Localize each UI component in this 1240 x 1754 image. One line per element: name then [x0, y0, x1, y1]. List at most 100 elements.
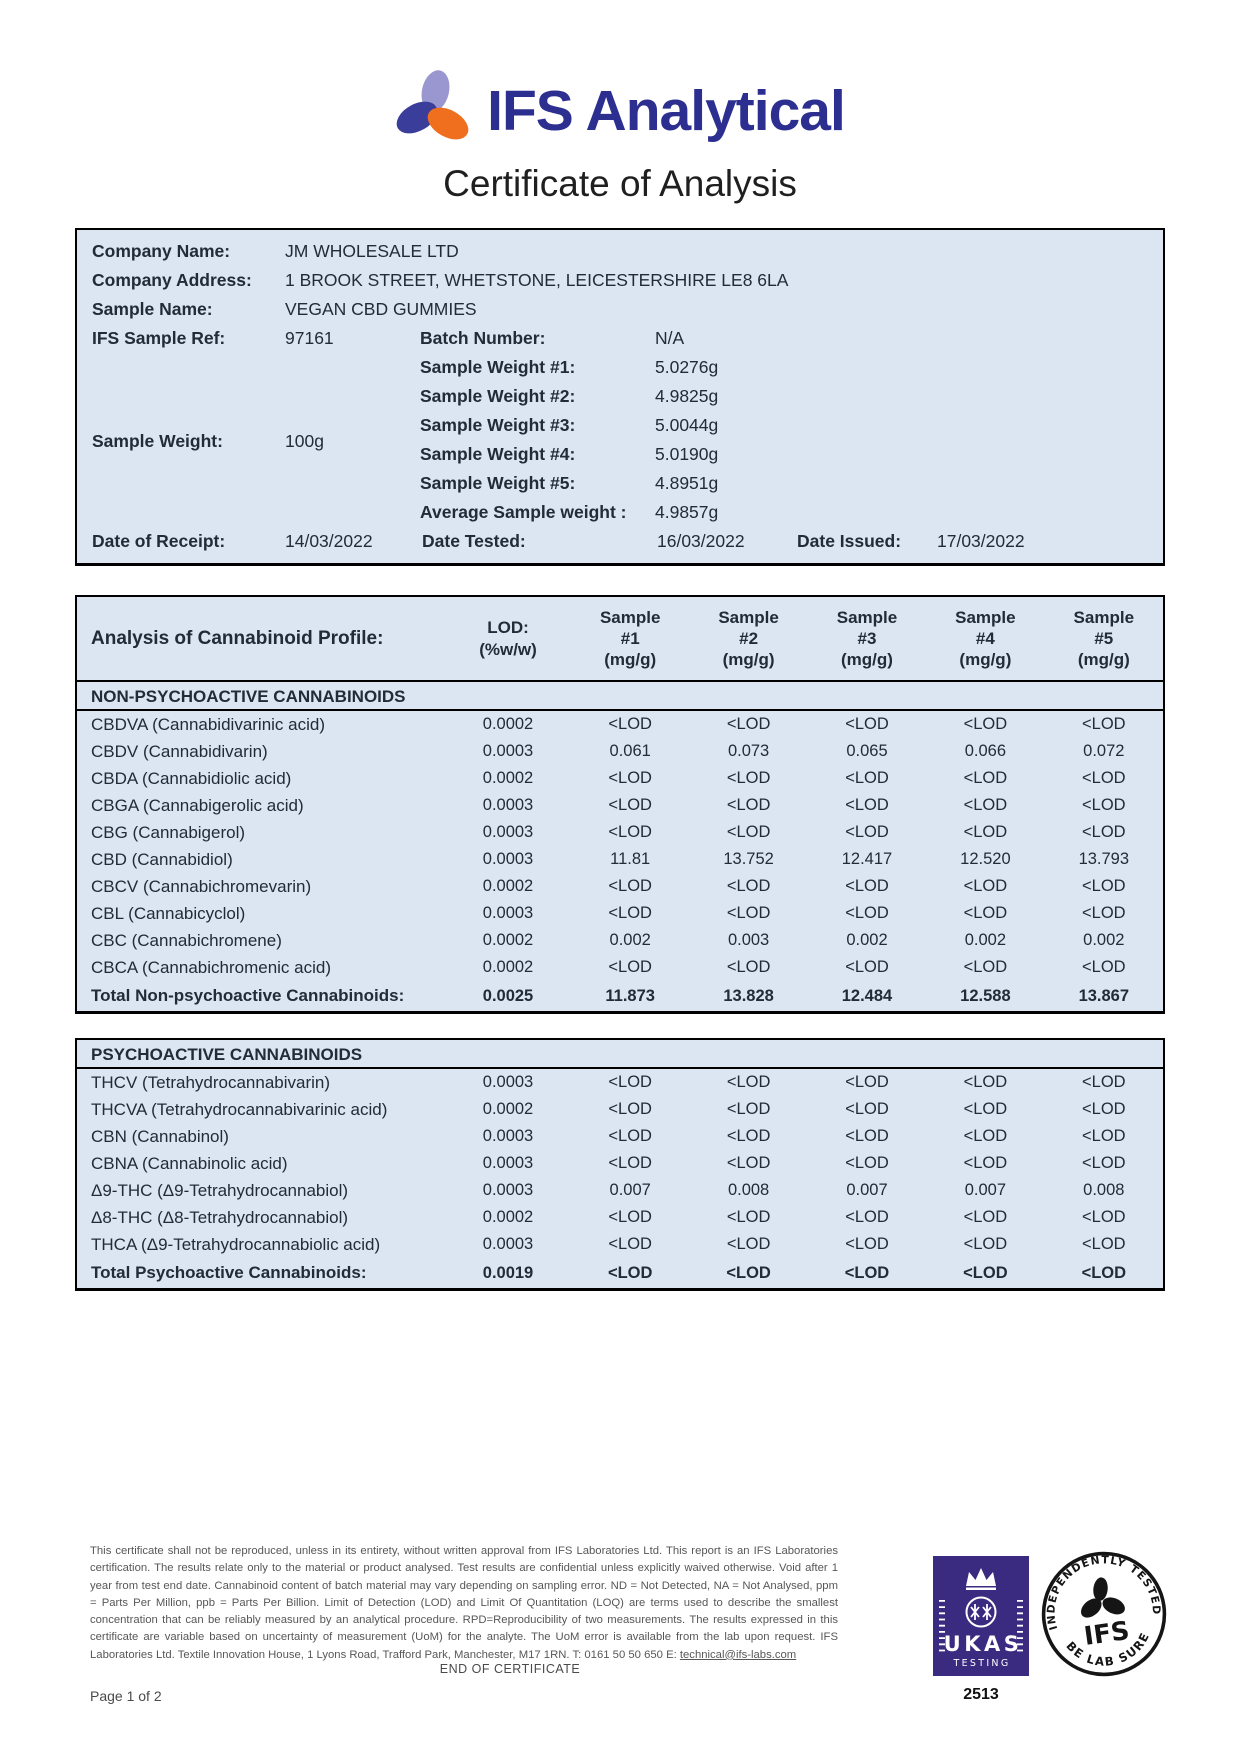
table-cell: <LOD	[608, 958, 652, 976]
table-cell: <LOD	[844, 1263, 890, 1282]
table-cell: <LOD	[963, 1154, 1008, 1172]
company-name-label: Company Name:	[92, 241, 231, 261]
table-cell: <LOD	[963, 904, 1008, 922]
info-row: Sample Weight #4: 5.0190g	[420, 440, 1163, 469]
table-cell: <LOD	[726, 1073, 771, 1091]
table-cell: 0.061	[609, 742, 651, 760]
table-cell: <LOD	[1082, 877, 1126, 895]
table-cell: 0.0003	[482, 850, 534, 868]
table-cell: 0.007	[964, 1181, 1007, 1199]
sample5-column-header: Sample #5 (mg/g)	[1073, 607, 1135, 670]
table-cell: <LOD	[1082, 823, 1126, 841]
table-cell: <LOD	[845, 1208, 889, 1226]
table-cell: <LOD	[726, 1208, 771, 1226]
table-cell: 0.003	[727, 931, 770, 949]
table-cell: <LOD	[963, 1235, 1008, 1253]
table-cell: 0.0003	[482, 1181, 534, 1199]
average-sample-weight-value: 4.9857g	[655, 502, 719, 522]
table-cell: 0.0002	[482, 1208, 534, 1226]
table-cell: CBN (Cannabinol)	[91, 1126, 229, 1146]
table-cell: CBNA (Cannabinolic acid)	[91, 1153, 288, 1173]
table-cell: <LOD	[963, 823, 1008, 841]
table-cell: <LOD	[726, 769, 771, 787]
table-cell: CBG (Cannabigerol)	[91, 822, 246, 842]
ifs-stamp-icon: INDEPENDENTLY TESTED BE LAB SURE IFS	[1037, 1546, 1167, 1677]
table-cell: <LOD	[963, 796, 1008, 814]
batch-number-label: Batch Number:	[420, 328, 546, 348]
table-row: CBDVA (Cannabidivarinic acid) 0.0002 <LOD <…	[77, 711, 1163, 738]
ifs-logo-icon	[391, 67, 474, 152]
brand-name: IFS Analytical	[487, 79, 846, 143]
table-cell: <LOD	[1082, 904, 1126, 922]
table-cell: <LOD	[845, 769, 889, 787]
table-cell: <LOD	[1082, 1208, 1126, 1226]
date-tested-value: 16/03/2022	[657, 531, 745, 551]
lod-column-header: LOD: (%w/w)	[479, 618, 537, 659]
table-row: CBG (Cannabigerol) 0.0003 <LOD <LOD <LOD <LOD…	[77, 819, 1163, 846]
table-cell: <LOD	[726, 958, 771, 976]
contact-email-link[interactable]: technical@ifs-labs.com	[679, 1648, 797, 1661]
table-cell: 11.873	[605, 986, 655, 1005]
ukas-testing-logo: UKAS TESTING 2513	[933, 1556, 1029, 1704]
table-cell: 0.0003	[482, 1127, 534, 1145]
table-cell: 0.0003	[482, 1073, 534, 1091]
sample-info-table: Company Name: JM WHOLESALE LTD Company A…	[75, 228, 1165, 566]
table-row: THCV (Tetrahydrocannabivarin) 0.0003 <LOD <…	[77, 1069, 1163, 1096]
svg-text:IFS: IFS	[1082, 1616, 1131, 1652]
table-cell: 0.0002	[482, 958, 534, 976]
table-cell: 0.007	[609, 1181, 651, 1199]
table-cell: <LOD	[608, 904, 652, 922]
table-cell: <LOD	[845, 1235, 889, 1253]
table-cell: <LOD	[963, 1100, 1008, 1118]
table-row: THCVA (Tetrahydrocannabivarinic acid) 0.0…	[77, 1096, 1163, 1123]
table-cell: <LOD	[1082, 796, 1126, 814]
table-row: CBN (Cannabinol) 0.0003 <LOD <LOD <LOD <LOD <L…	[77, 1123, 1163, 1150]
table-cell: <LOD	[608, 1154, 652, 1172]
table-cell: 0.0003	[482, 742, 534, 760]
table-cell: <LOD	[1082, 769, 1126, 787]
table-cell: <LOD	[845, 823, 889, 841]
sample-weight-value: 100g	[285, 431, 324, 451]
sample-weight-4-label: Sample Weight #4:	[420, 444, 576, 464]
ukas-accreditation-number: 2513	[963, 1686, 999, 1703]
table-cell: 13.793	[1078, 850, 1130, 868]
table-cell: 0.0002	[482, 1100, 534, 1118]
page-number: Page 1 of 2	[90, 1688, 162, 1704]
table-cell: 0.0002	[482, 769, 534, 787]
table-cell: <LOD	[1082, 715, 1126, 733]
table-cell: Total Non-psychoactive Cannabinoids:	[91, 986, 405, 1005]
info-row: Sample Weight #1: 5.0276g	[420, 353, 1163, 382]
ifs-sample-ref-label: IFS Sample Ref:	[92, 328, 226, 348]
table-cell: <LOD	[1082, 1235, 1126, 1253]
table-cell: <LOD	[726, 1154, 771, 1172]
sample-name-value: VEGAN CBD GUMMIES	[285, 299, 477, 319]
batch-number-value: N/A	[655, 328, 685, 348]
table-row: CBL (Cannabicyclol) 0.0003 <LOD <LOD <LOD <LO…	[77, 900, 1163, 927]
table-row: THCA (Δ9-Tetrahydrocannabiolic acid) 0.00…	[77, 1231, 1163, 1258]
company-address-value: 1 BROOK STREET, WHETSTONE, LEICESTERSHIR…	[285, 270, 789, 290]
table-cell: <LOD	[726, 1235, 771, 1253]
table-row: Δ8-THC (Δ8-Tetrahydrocannabiol) 0.0002 <LO…	[77, 1204, 1163, 1231]
table-cell: <LOD	[845, 1154, 889, 1172]
table-cell: <LOD	[1082, 1073, 1126, 1091]
table-cell: THCV (Tetrahydrocannabivarin)	[91, 1072, 331, 1092]
table-cell: Δ8-THC (Δ8-Tetrahydrocannabiol)	[91, 1207, 349, 1227]
psychoactive-rows: THCV (Tetrahydrocannabivarin) 0.0003 <LOD <…	[77, 1069, 1163, 1258]
non-psychoactive-rows: CBDVA (Cannabidivarinic acid) 0.0002 <LOD <…	[77, 711, 1163, 981]
table-cell: CBCV (Cannabichromevarin)	[91, 876, 312, 896]
table-cell: 12.417	[841, 850, 893, 868]
sample-weight-label: Sample Weight:	[92, 431, 223, 451]
table-cell: <LOD	[726, 1263, 771, 1282]
table-cell: 0.0019	[482, 1263, 534, 1282]
table-cell: 0.0025	[482, 986, 534, 1005]
sample1-column-header: Sample #1 (mg/g)	[599, 607, 661, 670]
table-cell: <LOD	[608, 1073, 652, 1091]
dates-row: Date of Receipt: 14/03/2022 Date Tested:…	[77, 527, 1163, 556]
table-row: CBCV (Cannabichromevarin) 0.0002 <LOD <LOD <…	[77, 873, 1163, 900]
section-header-psychoactive: PSYCHOACTIVE CANNABINOIDS	[77, 1040, 1163, 1069]
table-cell: 12.588	[960, 986, 1011, 1005]
table-cell: 0.002	[964, 931, 1007, 949]
ukas-logo-icon: UKAS TESTING	[933, 1556, 1029, 1676]
info-row: Average Sample weight : 4.9857g	[420, 498, 1163, 527]
